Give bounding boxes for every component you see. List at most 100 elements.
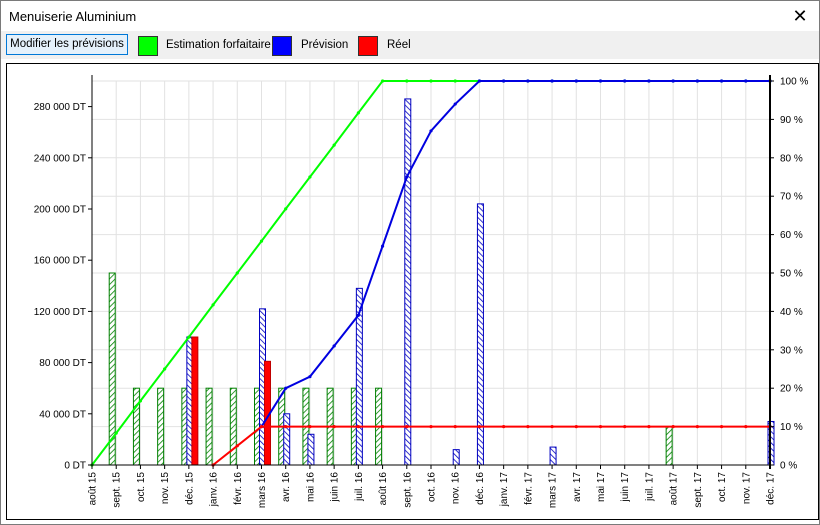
modify-forecasts-button[interactable]: Modifier les prévisions [6, 34, 128, 55]
line-reel-point [550, 425, 554, 429]
line-prevision-point [719, 79, 724, 83]
left-axis-tick-label: 240 000 DT [34, 153, 86, 164]
x-axis-tick-label: mai 16 [305, 472, 316, 502]
right-axis-tick-label: 10 % [780, 422, 803, 433]
line-reel-point [502, 425, 506, 429]
x-axis-tick-label: janv. 17 [499, 472, 510, 508]
right-axis-tick-label: 50 % [780, 269, 803, 280]
x-axis-tick-label: nov. 15 [160, 472, 171, 504]
line-reel-point [429, 425, 433, 429]
bar-prevision [307, 433, 315, 466]
line-reel-point [284, 425, 288, 429]
left-axis-tick-label: 280 000 DT [34, 102, 86, 113]
bar-prevision [283, 413, 291, 466]
legend-swatch-estimation [138, 36, 158, 56]
bar-prevision [452, 449, 460, 466]
line-reel-point [405, 425, 409, 429]
bar-prevision [549, 446, 557, 466]
legend-label-reel: Réel [387, 39, 411, 51]
line-estimation-point [187, 335, 191, 339]
right-axis-tick-label: 80 % [780, 153, 803, 164]
line-reel-point [356, 425, 360, 429]
line-reel-point [623, 425, 627, 429]
line-prevision-point [380, 244, 385, 248]
legend-swatch-prevision [272, 36, 292, 56]
toolbar: Modifier les prévisions Estimation forfa… [1, 31, 819, 59]
line-prevision-point [284, 386, 288, 390]
x-axis-tick-label: janv. 16 [209, 472, 220, 508]
line-reel-point [477, 425, 482, 429]
line-estimation-point [114, 431, 118, 435]
x-axis-tick-label: mai 17 [596, 472, 607, 502]
right-axis-tick-label: 70 % [780, 192, 803, 203]
x-axis-tick-label: mars 16 [257, 472, 268, 509]
line-prevision-point [502, 79, 506, 83]
line-estimation-point [453, 79, 457, 83]
left-axis-tick-label: 120 000 DT [34, 307, 86, 318]
line-prevision-point [477, 79, 482, 83]
line-estimation-point [405, 79, 409, 83]
x-axis-tick-label: août 15 [88, 472, 99, 506]
left-axis-tick-label: 200 000 DT [34, 205, 86, 216]
x-axis-tick-label: juin 17 [620, 472, 631, 503]
left-axis-tick-label: 40 000 DT [39, 409, 86, 420]
line-reel-point [235, 444, 239, 448]
left-axis-tick-label: 160 000 DT [34, 256, 86, 267]
line-prevision-point [744, 79, 748, 83]
line-estimation-point [429, 79, 433, 83]
window-title: Menuiserie Aluminium [9, 9, 137, 24]
x-axis-tick-label: nov. 16 [451, 472, 462, 504]
line-reel-point [647, 425, 651, 429]
line-prevision-point [598, 79, 603, 83]
line-estimation-point [332, 143, 336, 147]
bar-estimation [229, 387, 237, 466]
legend-label-prevision: Prévision [301, 39, 349, 51]
line-reel-point [259, 425, 264, 429]
line-estimation-point [284, 207, 288, 211]
x-axis-tick-label: août 17 [669, 472, 680, 506]
line-prevision-point [695, 79, 699, 83]
line-estimation-point [138, 399, 143, 403]
line-estimation-point [380, 79, 385, 83]
line-reel-point [308, 425, 312, 429]
x-axis-tick-label: nov. 17 [741, 472, 752, 504]
x-axis-tick-label: avr. 16 [281, 472, 292, 502]
line-reel [212, 425, 770, 466]
right-axis-tick-label: 90 % [780, 115, 803, 126]
bar-estimation [665, 426, 673, 466]
chart-svg: 0 DT 40 000 DT 80 000 DT 120 000 DT 160 000 … [34, 75, 808, 509]
line-reel-point [719, 425, 724, 429]
right-axis-tick-label: 100 % [780, 77, 808, 88]
line-prevision-point [332, 344, 336, 348]
x-axis-tick-label: août 16 [378, 472, 389, 506]
right-axis-tick-label: 20 % [780, 384, 803, 395]
line-reel-point [574, 425, 578, 429]
line-prevision-point [623, 79, 627, 83]
line-estimation-point [235, 271, 239, 275]
x-axis-tick-label: juil. 16 [354, 472, 365, 502]
line-prevision-point [550, 79, 554, 83]
bar-estimation [157, 387, 165, 466]
line-estimation-point [259, 239, 264, 243]
x-axis-tick-label: sept. 17 [693, 472, 704, 508]
title-bar: Menuiserie Aluminium ✕ [1, 1, 819, 31]
x-axis-tick-label: oct. 16 [427, 472, 438, 502]
line-reel-point [380, 425, 385, 429]
line-prevision-point [356, 313, 360, 317]
left-axis-tick-label: 80 000 DT [39, 358, 86, 369]
x-axis-tick-label: déc. 17 [766, 472, 777, 505]
line-reel-point [695, 425, 699, 429]
close-icon[interactable]: ✕ [792, 6, 808, 26]
bar-estimation [132, 387, 140, 466]
line-estimation-point [163, 367, 167, 371]
x-axis-tick-label: déc. 16 [475, 472, 486, 505]
right-axis-tick-label: 40 % [780, 307, 803, 318]
left-axis-tick-label: 0 DT [64, 461, 86, 472]
x-axis-tick-label: oct. 15 [136, 472, 147, 502]
line-prevision-point [671, 79, 675, 83]
x-axis-tick-label: sept. 16 [402, 472, 413, 508]
line-prevision-point [308, 375, 312, 379]
x-axis-tick-label: oct. 17 [717, 472, 728, 502]
x-axis-tick-label: févr. 16 [233, 472, 244, 505]
